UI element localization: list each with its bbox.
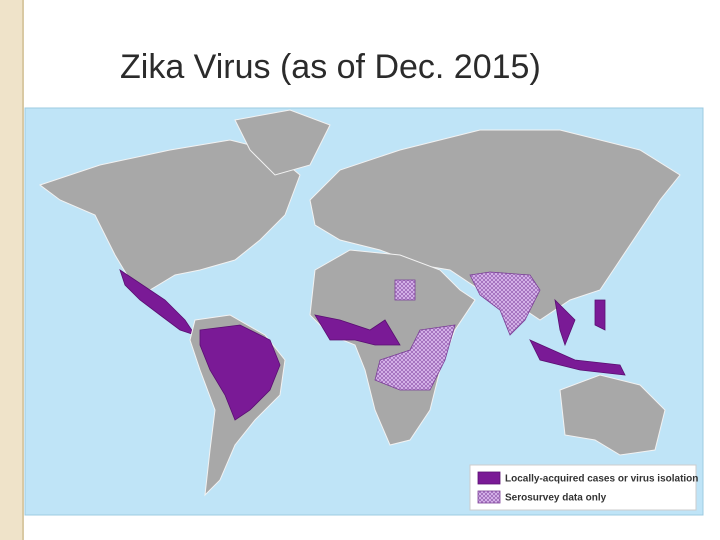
africa-serosurvey — [374, 324, 456, 391]
africa — [309, 249, 476, 446]
philippines-cases — [594, 299, 606, 331]
central-america — [119, 269, 196, 336]
legend-swatch — [477, 490, 501, 504]
legend-label: Serosurvey data only — [505, 493, 607, 504]
egypt-serosurvey — [394, 279, 416, 301]
north-america — [38, 139, 301, 291]
slide-title: Zika Virus (as of Dec. 2015) — [120, 48, 541, 86]
legend-swatch — [477, 471, 501, 485]
decor-strip — [0, 0, 24, 540]
west-africa-cases — [314, 314, 401, 346]
southeast-asia-cases — [554, 298, 576, 347]
legend — [469, 464, 697, 511]
south-america-cases — [199, 324, 281, 421]
south-asia-serosurvey — [469, 271, 541, 336]
legend-label: Locally-acquired cases or virus isolatio… — [505, 474, 698, 485]
greenland — [234, 109, 331, 176]
australia — [559, 374, 666, 456]
indonesia-cases — [529, 339, 626, 376]
